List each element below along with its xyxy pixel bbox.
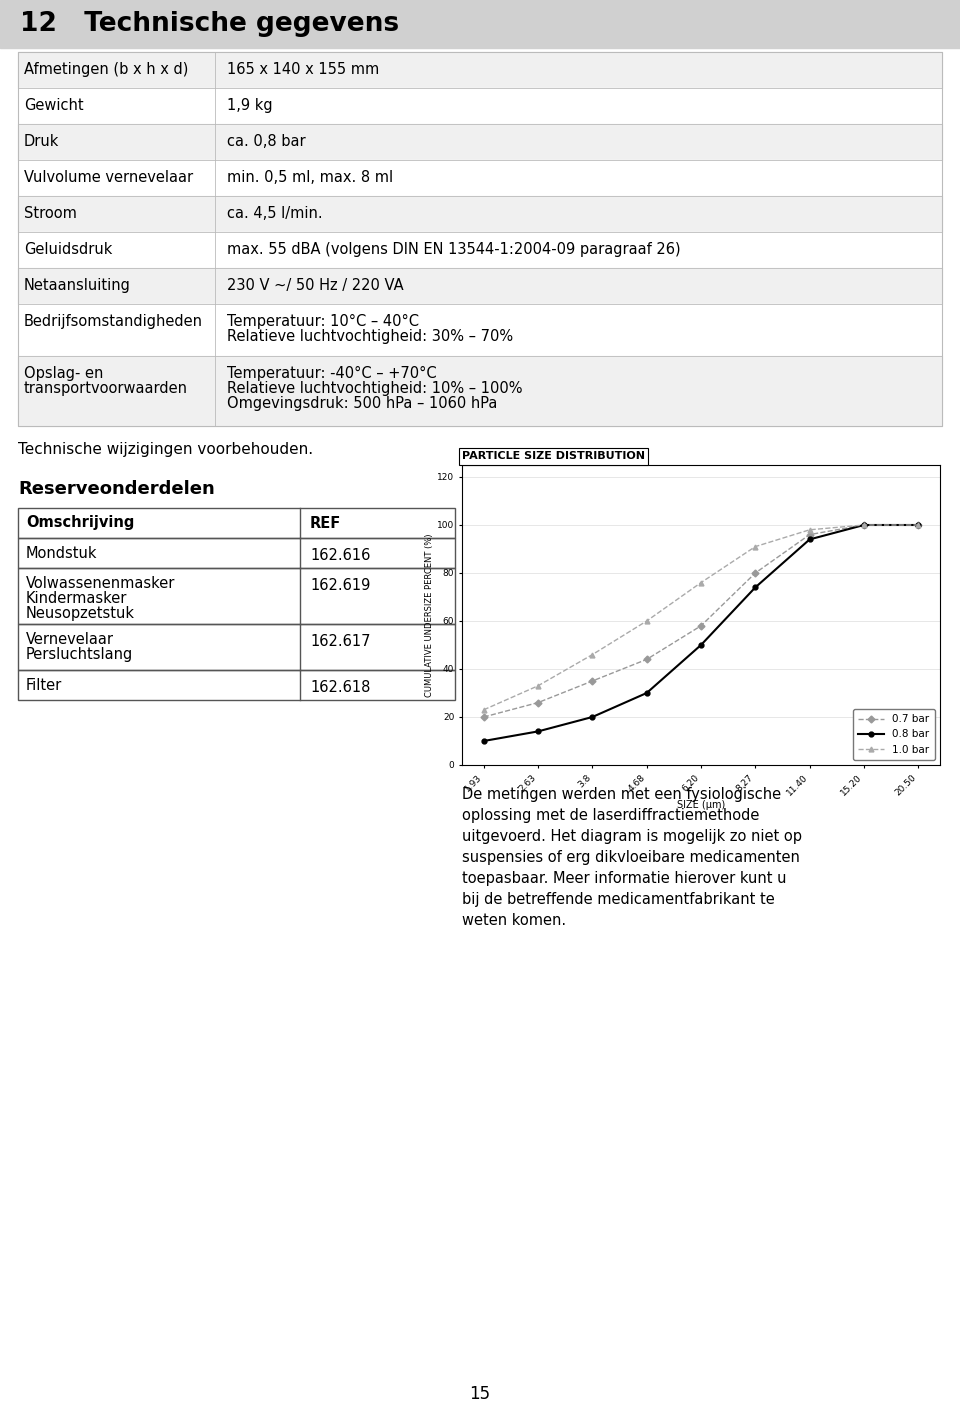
0.8 bar xyxy=(532,723,543,740)
Text: Stroom: Stroom xyxy=(24,207,77,221)
Text: Mondstuk: Mondstuk xyxy=(26,546,98,560)
Text: 162.618: 162.618 xyxy=(310,681,371,695)
1.0 bar xyxy=(913,516,924,533)
Text: 162.619: 162.619 xyxy=(310,577,371,593)
0.7 bar xyxy=(695,617,707,634)
Bar xyxy=(18,304,942,357)
0.7 bar xyxy=(858,516,870,533)
Text: De metingen werden met een fysiologische
oplossing met de laserdiffractiemethode: De metingen werden met een fysiologische… xyxy=(462,787,802,928)
Text: Temperatuur: -40°C – +70°C: Temperatuur: -40°C – +70°C xyxy=(227,366,437,381)
0.8 bar xyxy=(804,531,815,548)
Bar xyxy=(18,52,942,426)
Bar xyxy=(0,0,960,48)
Text: REF: REF xyxy=(310,515,341,531)
Text: 15: 15 xyxy=(469,1385,491,1404)
Text: Neusopzetstuk: Neusopzetstuk xyxy=(26,606,135,621)
Bar xyxy=(18,567,455,624)
Text: 12   Technische gegevens: 12 Technische gegevens xyxy=(20,11,399,37)
Bar xyxy=(18,508,455,538)
1.0 bar xyxy=(858,516,870,533)
Bar xyxy=(18,567,455,624)
Bar xyxy=(18,125,942,160)
Text: 1,9 kg: 1,9 kg xyxy=(227,98,273,113)
Text: Gewicht: Gewicht xyxy=(24,98,84,113)
Y-axis label: CUMULATIVE UNDERSIZE PERCENT (%): CUMULATIVE UNDERSIZE PERCENT (%) xyxy=(425,533,434,696)
Bar xyxy=(18,52,942,88)
Text: max. 55 dBA (volgens DIN EN 13544-1:2004-09 paragraaf 26): max. 55 dBA (volgens DIN EN 13544-1:2004… xyxy=(227,242,681,258)
Text: Vernevelaar: Vernevelaar xyxy=(26,633,114,647)
Text: Relatieve luchtvochtigheid: 10% – 100%: Relatieve luchtvochtigheid: 10% – 100% xyxy=(227,381,522,396)
Line: 0.8 bar: 0.8 bar xyxy=(481,522,921,743)
1.0 bar xyxy=(750,538,761,555)
Text: Vulvolume vernevelaar: Vulvolume vernevelaar xyxy=(24,170,193,185)
0.7 bar xyxy=(641,651,653,668)
1.0 bar xyxy=(587,647,598,664)
Bar xyxy=(18,232,942,267)
Bar xyxy=(18,267,942,304)
1.0 bar xyxy=(804,521,815,538)
0.8 bar xyxy=(750,579,761,596)
Text: transportvoorwaarden: transportvoorwaarden xyxy=(24,381,188,396)
Text: Bedrijfsomstandigheden: Bedrijfsomstandigheden xyxy=(24,314,203,330)
Bar xyxy=(18,669,455,700)
Text: Technische wijzigingen voorbehouden.: Technische wijzigingen voorbehouden. xyxy=(18,441,313,457)
1.0 bar xyxy=(641,613,653,630)
Text: PARTICLE SIZE DISTRIBUTION: PARTICLE SIZE DISTRIBUTION xyxy=(462,451,645,461)
Text: Omgevingsdruk: 500 hPa – 1060 hPa: Omgevingsdruk: 500 hPa – 1060 hPa xyxy=(227,396,497,410)
Text: Omschrijving: Omschrijving xyxy=(26,515,134,531)
Text: 165 x 140 x 155 mm: 165 x 140 x 155 mm xyxy=(227,62,379,76)
Text: 162.617: 162.617 xyxy=(310,634,371,649)
Bar xyxy=(18,357,942,426)
0.7 bar xyxy=(532,695,543,712)
Text: Volwassenenmasker: Volwassenenmasker xyxy=(26,576,176,591)
0.7 bar xyxy=(804,526,815,543)
0.8 bar xyxy=(478,733,490,750)
Bar xyxy=(18,197,942,232)
Text: 230 V ~/ 50 Hz / 220 VA: 230 V ~/ 50 Hz / 220 VA xyxy=(227,277,403,293)
Text: Filter: Filter xyxy=(26,678,62,693)
Bar xyxy=(18,669,455,700)
Text: Temperatuur: 10°C – 40°C: Temperatuur: 10°C – 40°C xyxy=(227,314,419,330)
Bar xyxy=(18,624,455,669)
Text: Netaansluiting: Netaansluiting xyxy=(24,277,131,293)
Text: Druk: Druk xyxy=(24,134,60,149)
0.7 bar xyxy=(478,709,490,726)
Text: Afmetingen (b x h x d): Afmetingen (b x h x d) xyxy=(24,62,188,76)
Text: min. 0,5 ml, max. 8 ml: min. 0,5 ml, max. 8 ml xyxy=(227,170,394,185)
Bar xyxy=(18,538,455,567)
0.8 bar xyxy=(641,685,653,702)
Bar xyxy=(18,624,455,669)
1.0 bar xyxy=(532,678,543,695)
0.8 bar xyxy=(695,637,707,654)
Legend: 0.7 bar, 0.8 bar, 1.0 bar: 0.7 bar, 0.8 bar, 1.0 bar xyxy=(852,709,935,760)
Text: Kindermasker: Kindermasker xyxy=(26,591,128,606)
0.7 bar xyxy=(913,516,924,533)
Line: 1.0 bar: 1.0 bar xyxy=(481,522,921,712)
0.7 bar xyxy=(587,672,598,689)
1.0 bar xyxy=(478,702,490,719)
Bar xyxy=(18,538,455,567)
0.7 bar xyxy=(750,565,761,582)
Text: Opslag- en: Opslag- en xyxy=(24,366,104,381)
1.0 bar xyxy=(695,574,707,591)
0.8 bar xyxy=(587,709,598,726)
Bar xyxy=(18,88,942,125)
Text: 162.616: 162.616 xyxy=(310,548,371,563)
Text: Reserveonderdelen: Reserveonderdelen xyxy=(18,480,215,498)
Bar xyxy=(18,160,942,197)
Text: Relatieve luchtvochtigheid: 30% – 70%: Relatieve luchtvochtigheid: 30% – 70% xyxy=(227,330,514,344)
X-axis label: SIZE (µm): SIZE (µm) xyxy=(677,799,725,809)
Text: ca. 0,8 bar: ca. 0,8 bar xyxy=(227,134,305,149)
Text: Geluidsdruk: Geluidsdruk xyxy=(24,242,112,258)
Text: Persluchtslang: Persluchtslang xyxy=(26,647,133,662)
Line: 0.7 bar: 0.7 bar xyxy=(481,522,921,719)
0.8 bar xyxy=(858,516,870,533)
Text: ca. 4,5 l/min.: ca. 4,5 l/min. xyxy=(227,207,323,221)
0.8 bar xyxy=(913,516,924,533)
Bar xyxy=(18,508,455,538)
